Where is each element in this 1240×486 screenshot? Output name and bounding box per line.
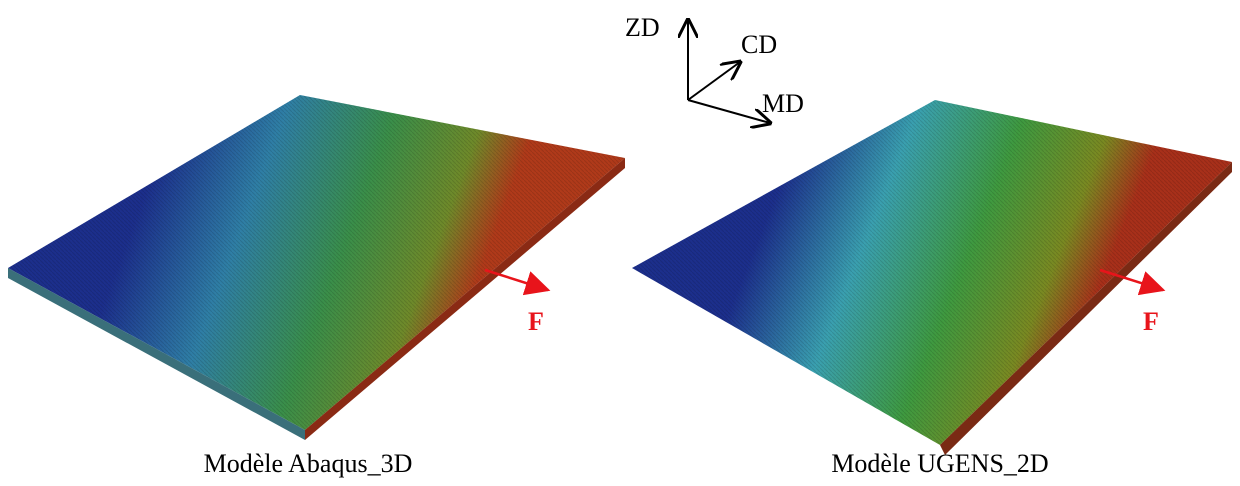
axis-label: ZD [625, 13, 660, 42]
force-arrow [485, 270, 548, 290]
force-label: F [528, 307, 544, 336]
force-label: F [1143, 307, 1159, 336]
right-sheet [632, 100, 1232, 455]
axis-label: MD [762, 89, 804, 118]
figure: ZD CD MD F F Modèle Abaqus_3D Modèle UGE… [0, 0, 1240, 486]
axis-label: CD [741, 30, 777, 59]
page: {"axes": {"labels": ["ZD", "CD", "MD"]},… [0, 0, 1240, 486]
caption: Modèle Abaqus_3D [204, 449, 413, 478]
left-sheet [8, 95, 625, 440]
caption: Modèle UGENS_2D [831, 449, 1048, 478]
